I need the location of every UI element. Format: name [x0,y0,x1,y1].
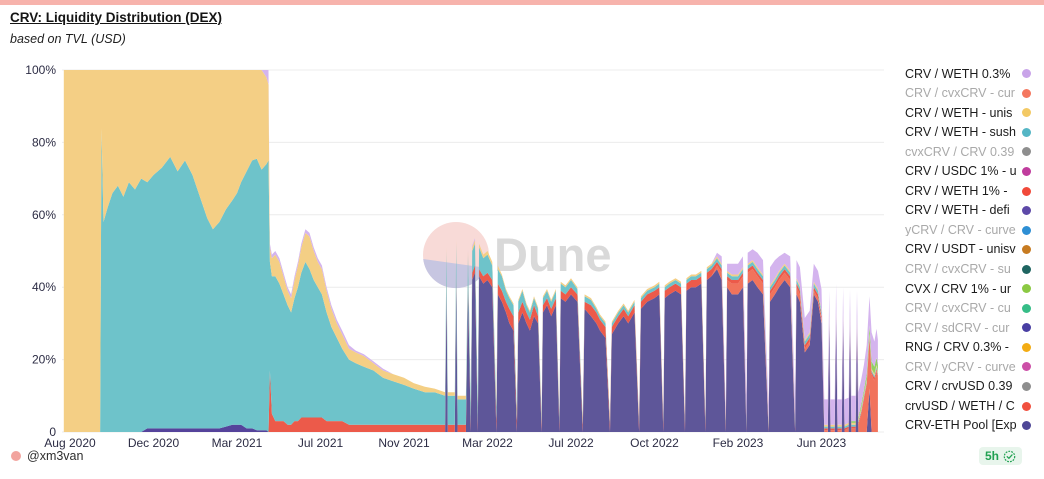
legend-item[interactable]: CRV / cvxCRV - su [905,259,1039,279]
x-tick-label: Nov 2021 [378,436,430,450]
x-tick-label: Jun 2023 [797,436,847,450]
legend-item[interactable]: CRV / USDT - unisv [905,240,1039,260]
x-tick-label: Feb 2023 [713,436,764,450]
legend-label: yCRV / CRV - curve [905,223,1016,237]
legend-color-dot [1022,245,1031,255]
legend-color-dot [1022,401,1031,411]
legend-label: CRV-ETH Pool [Exp [905,419,1017,432]
legend-label: CRV / WETH - sush [905,126,1016,139]
author-handle[interactable]: @xm3van [27,449,84,463]
legend-item[interactable]: CVX / CRV 1% - ur [905,279,1039,299]
legend-item[interactable]: CRV / WETH - sush [905,123,1039,143]
legend-item[interactable]: CRV / WETH - defi [905,201,1039,221]
legend-label: CRV / cvxCRV - cur [905,87,1015,100]
legend-label: CRV / cvxCRV - cu [905,302,1011,315]
y-tick-label: 80% [32,135,56,149]
area-series-1 [63,269,878,432]
x-tick-label: Mar 2021 [212,436,263,450]
watermark-circle-bottom [423,259,487,289]
legend-item[interactable]: CRV / WETH - unis [905,103,1039,123]
y-tick-label: 60% [32,208,56,222]
legend-color-dot [1022,382,1031,392]
legend-label: CRV / WETH - unis [905,106,1013,120]
legend-item[interactable]: cvxCRV / CRV 0.39 [905,142,1039,162]
legend-item[interactable]: CRV / WETH 0.3% [905,64,1039,84]
legend-label: CRV / sdCRV - cur [905,321,1010,335]
legend-label: CRV / cvxCRV - su [905,262,1011,276]
y-tick-label: 40% [32,280,56,294]
legend-item[interactable]: CRV / crvUSD 0.39 [905,377,1039,397]
x-tick-label: Jul 2022 [548,436,594,450]
legend-item[interactable]: yCRV / CRV - curve [905,220,1039,240]
page-subtitle: based on TVL (USD) [10,32,126,47]
legend-color-dot [1022,421,1031,431]
legend-label: CRV / WETH - defi [905,204,1010,217]
legend-color-dot [1022,206,1031,216]
legend-item[interactable]: CRV / sdCRV - cur [905,318,1039,338]
page-title[interactable]: CRV: Liquidity Distribution (DEX) [10,10,222,25]
legend-color-dot [1022,323,1031,333]
legend-color-dot [1022,284,1031,294]
legend-label: crvUSD / WETH / C [905,399,1015,413]
watermark-brand: Dune [494,228,612,281]
legend-color-dot [1022,69,1031,79]
legend-item[interactable]: CRV / USDC 1% - u [905,162,1039,182]
area-series-6 [63,70,878,432]
legend-item[interactable]: CRV / cvxCRV - cur [905,84,1039,104]
chart-header: CRV: Liquidity Distribution (DEX) based … [10,10,222,47]
legend-color-dot [1022,108,1031,118]
footer: @xm3van 5h [0,446,1044,470]
author-avatar[interactable] [11,451,21,461]
legend-color-dot [1022,362,1031,372]
x-tick-label: Mar 2022 [462,436,513,450]
legend-color-dot [1022,264,1031,274]
legend-label: CRV / WETH 0.3% [905,67,1011,81]
legend-label: CRV / yCRV - curve [905,360,1016,374]
legend-color-dot [1022,342,1031,352]
top-accent-bar [0,0,1044,5]
legend-color-dot [1022,88,1031,98]
legend-label: CVX / CRV 1% - ur [905,282,1012,296]
legend-color-dot [1022,147,1031,157]
freshness-badge[interactable]: 5h [978,447,1022,465]
y-tick-label: 0 [49,425,56,439]
legend-color-dot [1022,303,1031,313]
y-tick-label: 100% [25,63,56,77]
legend-label: CRV / WETH 1% - [905,184,1008,198]
legend-item[interactable]: CRV / yCRV - curve [905,357,1039,377]
verified-check-icon [1003,450,1016,462]
legend-color-dot [1022,167,1031,176]
y-tick-label: 20% [32,353,56,367]
legend-label: CRV / USDT - unisv [905,243,1016,256]
x-tick-label: Dec 2020 [128,436,180,450]
legend-item[interactable]: RNG / CRV 0.3% - [905,338,1039,358]
legend-item[interactable]: crvUSD / WETH / C [905,396,1039,416]
freshness-time: 5h [984,449,999,463]
legend-color-dot [1022,225,1031,235]
chart-svg[interactable]: 100% 80% 60% 40% 20% 0 Dune Aug 2020 Dec 2020 Mar… [0,55,890,450]
dune-watermark: Dune [423,222,612,289]
legend-color-dot [1022,186,1031,196]
legend-label: CRV / USDC 1% - u [905,165,1017,178]
x-tick-label: Oct 2022 [630,436,679,450]
x-tick-label: Jul 2021 [298,436,344,450]
legend-item[interactable]: CRV / WETH 1% - [905,181,1039,201]
legend-label: RNG / CRV 0.3% - [905,341,1009,354]
legend-label: CRV / crvUSD 0.39 [905,380,1013,393]
legend: CRV / WETH 0.3% CRV / cvxCRV - cur CRV / W… [905,64,1039,435]
legend-color-dot [1022,127,1031,137]
chart-canvas[interactable]: 100% 80% 60% 40% 20% 0 Dune Aug 2020 Dec 2020 Mar… [0,55,890,450]
legend-label: cvxCRV / CRV 0.39 [905,145,1015,159]
x-tick-label: Aug 2020 [44,436,96,450]
legend-item[interactable]: CRV-ETH Pool [Exp [905,416,1039,436]
legend-item[interactable]: CRV / cvxCRV - cu [905,299,1039,319]
area-series-5 [63,127,878,433]
